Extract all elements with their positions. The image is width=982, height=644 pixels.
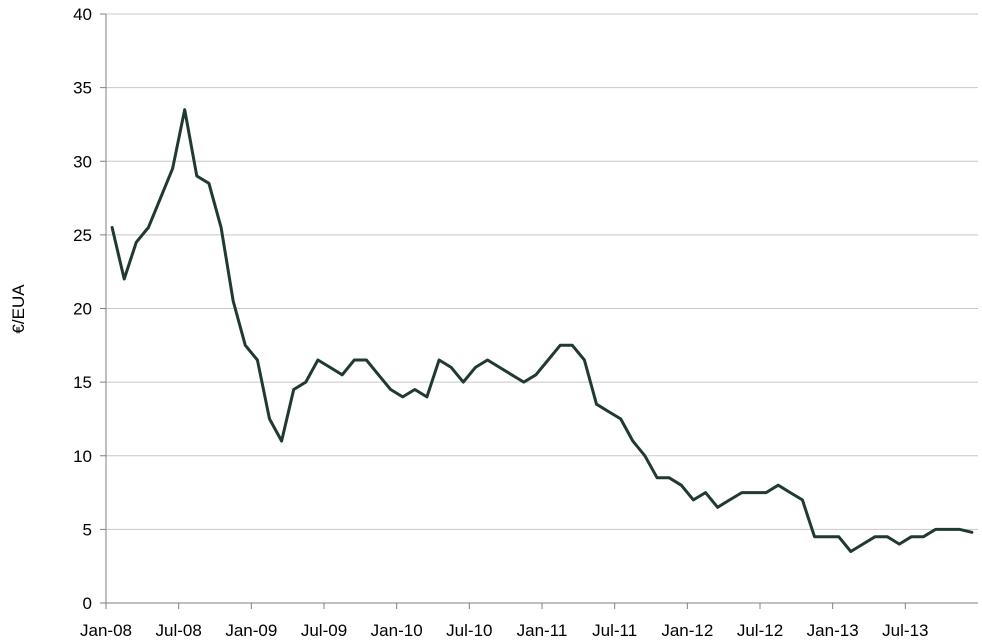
y-tick-label: 30 xyxy=(73,152,92,171)
x-tick-label: Jul-12 xyxy=(737,621,783,640)
x-tick-label: Jul-10 xyxy=(446,621,492,640)
y-tick-label: 35 xyxy=(73,79,92,98)
y-tick-label: 5 xyxy=(83,520,92,539)
x-tick-label: Jan-12 xyxy=(661,621,713,640)
axes xyxy=(100,13,978,609)
x-tick-label: Jul-09 xyxy=(301,621,347,640)
x-tick-label: Jan-09 xyxy=(225,621,277,640)
x-tick-label: Jan-08 xyxy=(80,621,132,640)
y-tick-label: 20 xyxy=(73,300,92,319)
x-tick-label: Jan-11 xyxy=(517,621,568,640)
grid-lines xyxy=(106,13,978,530)
y-tick-label: 25 xyxy=(73,226,92,245)
y-tick-label: 0 xyxy=(83,594,92,613)
series-lines xyxy=(110,108,974,553)
x-tick-label: Jan-10 xyxy=(371,621,423,640)
series-line xyxy=(110,108,974,553)
x-tick-label: Jul-08 xyxy=(156,621,202,640)
x-tick-label: Jan-13 xyxy=(807,621,859,640)
x-tick-label: Jul-13 xyxy=(882,621,928,640)
x-tick-label: Jul-11 xyxy=(592,621,637,640)
y-tick-label: 15 xyxy=(73,373,92,392)
y-tick-label: 10 xyxy=(73,447,92,466)
y-tick-label: 40 xyxy=(73,5,92,24)
tick-labels: 0 5 10 15 20 25 30 35 40 Jan-08 Jul-08 Jan-09 Jul-09… xyxy=(73,5,928,640)
y-axis-title: €/EUA xyxy=(9,284,28,334)
